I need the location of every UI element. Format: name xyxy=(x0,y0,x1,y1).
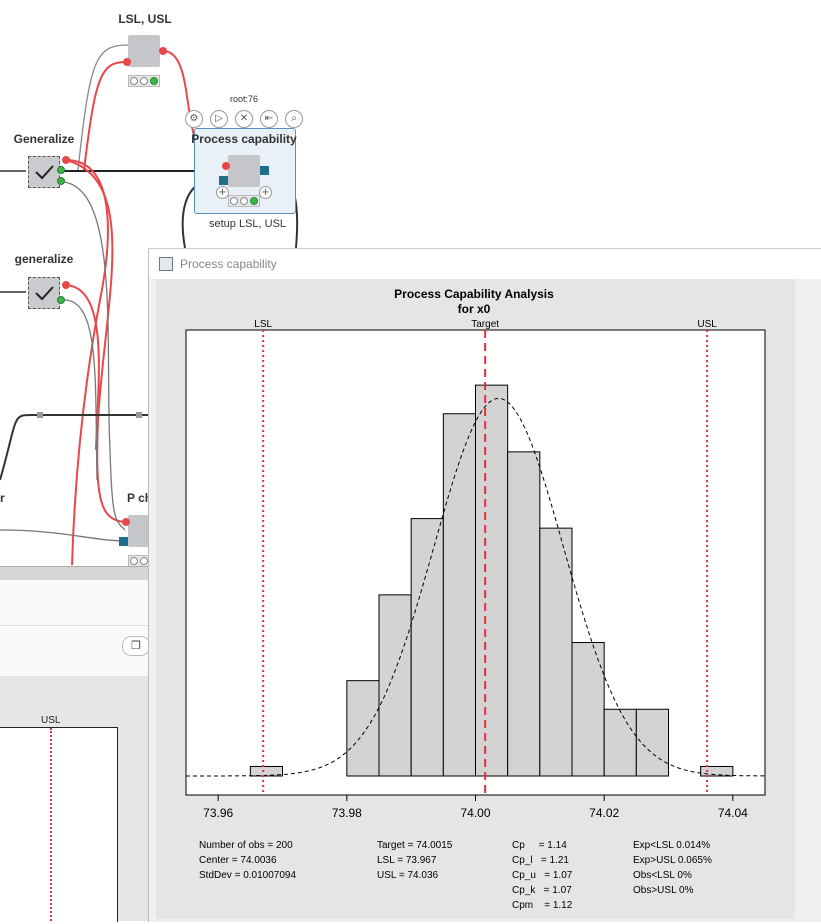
histogram-bar xyxy=(442,413,477,777)
process-capability-window[interactable]: Process capability Process Capability An… xyxy=(148,248,821,922)
stats-text: StdDev = 0.01007094 xyxy=(199,870,296,881)
spec-label-lsl: LSL xyxy=(254,319,272,330)
node-status-lights xyxy=(128,75,160,87)
background-panel-line xyxy=(0,625,150,626)
chart-subtitle: for x0 xyxy=(458,302,491,316)
plot-area: Process Capability Analysis for x0 LSL Targ… xyxy=(156,279,795,919)
histogram-bar xyxy=(635,708,670,777)
stats-text: Cp = 1.14 xyxy=(512,840,567,851)
stats-text: Obs<LSL 0% xyxy=(633,870,692,881)
stats-text: Cp_l = 1.21 xyxy=(512,855,569,866)
node-input-port[interactable] xyxy=(122,518,130,526)
gear-icon[interactable]: ⚙ xyxy=(185,110,203,128)
cancel-icon[interactable]: ✕ xyxy=(235,110,253,128)
histogram-bar xyxy=(249,765,284,777)
node-output-port[interactable] xyxy=(159,47,167,55)
play-icon[interactable]: ▷ xyxy=(210,110,228,128)
node-output-port[interactable] xyxy=(62,281,70,289)
stats-text: Cp_u = 1.07 xyxy=(512,870,573,881)
stats-text: Center = 74.0036 xyxy=(199,855,277,866)
node-input-port[interactable] xyxy=(219,176,228,185)
stats-text: Exp>USL 0.065% xyxy=(633,855,712,866)
spec-label-target: Target xyxy=(471,319,499,330)
restore-button[interactable]: ❐ xyxy=(122,636,150,656)
node-label-lsl-usl: LSL, USL xyxy=(118,12,172,26)
histogram-bar xyxy=(539,527,573,777)
node-output-port[interactable] xyxy=(62,156,70,164)
node-input-port[interactable] xyxy=(123,58,131,66)
background-panel-divider xyxy=(0,566,150,581)
window-icon xyxy=(159,257,173,271)
x-tick-label: 74.00 xyxy=(460,806,490,820)
node-label-generalize-2: generalize xyxy=(14,252,74,266)
node-generalize[interactable] xyxy=(28,156,60,188)
node-lsl-usl[interactable] xyxy=(128,35,160,67)
node-input-port[interactable] xyxy=(119,537,128,546)
stray-label: r xyxy=(0,491,5,505)
node-input-port[interactable] xyxy=(222,162,230,170)
x-tick-label: 74.04 xyxy=(718,806,748,820)
x-tick-label: 73.96 xyxy=(203,806,233,820)
node-status-lights xyxy=(228,195,260,207)
stats-text: Obs>USL 0% xyxy=(633,885,694,896)
histogram-bar xyxy=(346,680,380,777)
window-titlebar[interactable]: Process capability xyxy=(149,249,821,279)
add-port-icon[interactable]: + xyxy=(216,186,229,199)
background-usl-line xyxy=(50,728,52,921)
stats-text: USL = 74.036 xyxy=(377,870,439,881)
background-plot-frame xyxy=(0,727,118,922)
x-tick-label: 73.98 xyxy=(332,806,362,820)
chart-title: Process Capability Analysis xyxy=(394,287,554,301)
reset-icon[interactable]: ⇤ xyxy=(260,110,278,128)
node-output-port[interactable] xyxy=(57,166,65,174)
histogram-bar xyxy=(410,518,444,777)
stats-text: Cpm = 1.12 xyxy=(512,900,573,911)
node-output-port[interactable] xyxy=(57,177,65,185)
stats-text: Number of obs = 200 xyxy=(199,840,293,851)
histogram-bar xyxy=(571,642,605,777)
add-port-icon[interactable]: + xyxy=(259,186,272,199)
histogram-bar xyxy=(378,594,412,777)
zoom-icon[interactable]: ⌕ xyxy=(285,110,303,128)
node-badge: root:76 xyxy=(230,94,259,104)
window-title: Process capability xyxy=(180,257,277,271)
x-tick-label: 74.02 xyxy=(589,806,619,820)
stats-text: Cp_k = 1.07 xyxy=(512,885,572,896)
stats-text: Target = 74.0015 xyxy=(377,840,453,851)
histogram-bar xyxy=(507,451,541,777)
node-comment: setup LSL, USL xyxy=(209,218,287,230)
node-generalize-2[interactable] xyxy=(28,277,60,309)
histogram-bar xyxy=(603,708,637,777)
check-icon xyxy=(35,286,54,301)
background-usl-label: USL xyxy=(41,715,61,726)
node-label-generalize: Generalize xyxy=(13,132,75,146)
histogram-bar xyxy=(700,765,734,777)
stats-text: Exp<LSL 0.014% xyxy=(633,840,710,851)
histogram-bar xyxy=(475,384,509,777)
node-process-capability[interactable] xyxy=(228,155,260,187)
node-label-process-capability: Process capability xyxy=(191,132,297,146)
spec-label-usl: USL xyxy=(697,319,717,330)
check-icon xyxy=(35,165,54,180)
node-output-port[interactable] xyxy=(260,166,269,175)
stats-text: LSL = 73.967 xyxy=(377,855,437,866)
node-output-port[interactable] xyxy=(57,296,65,304)
